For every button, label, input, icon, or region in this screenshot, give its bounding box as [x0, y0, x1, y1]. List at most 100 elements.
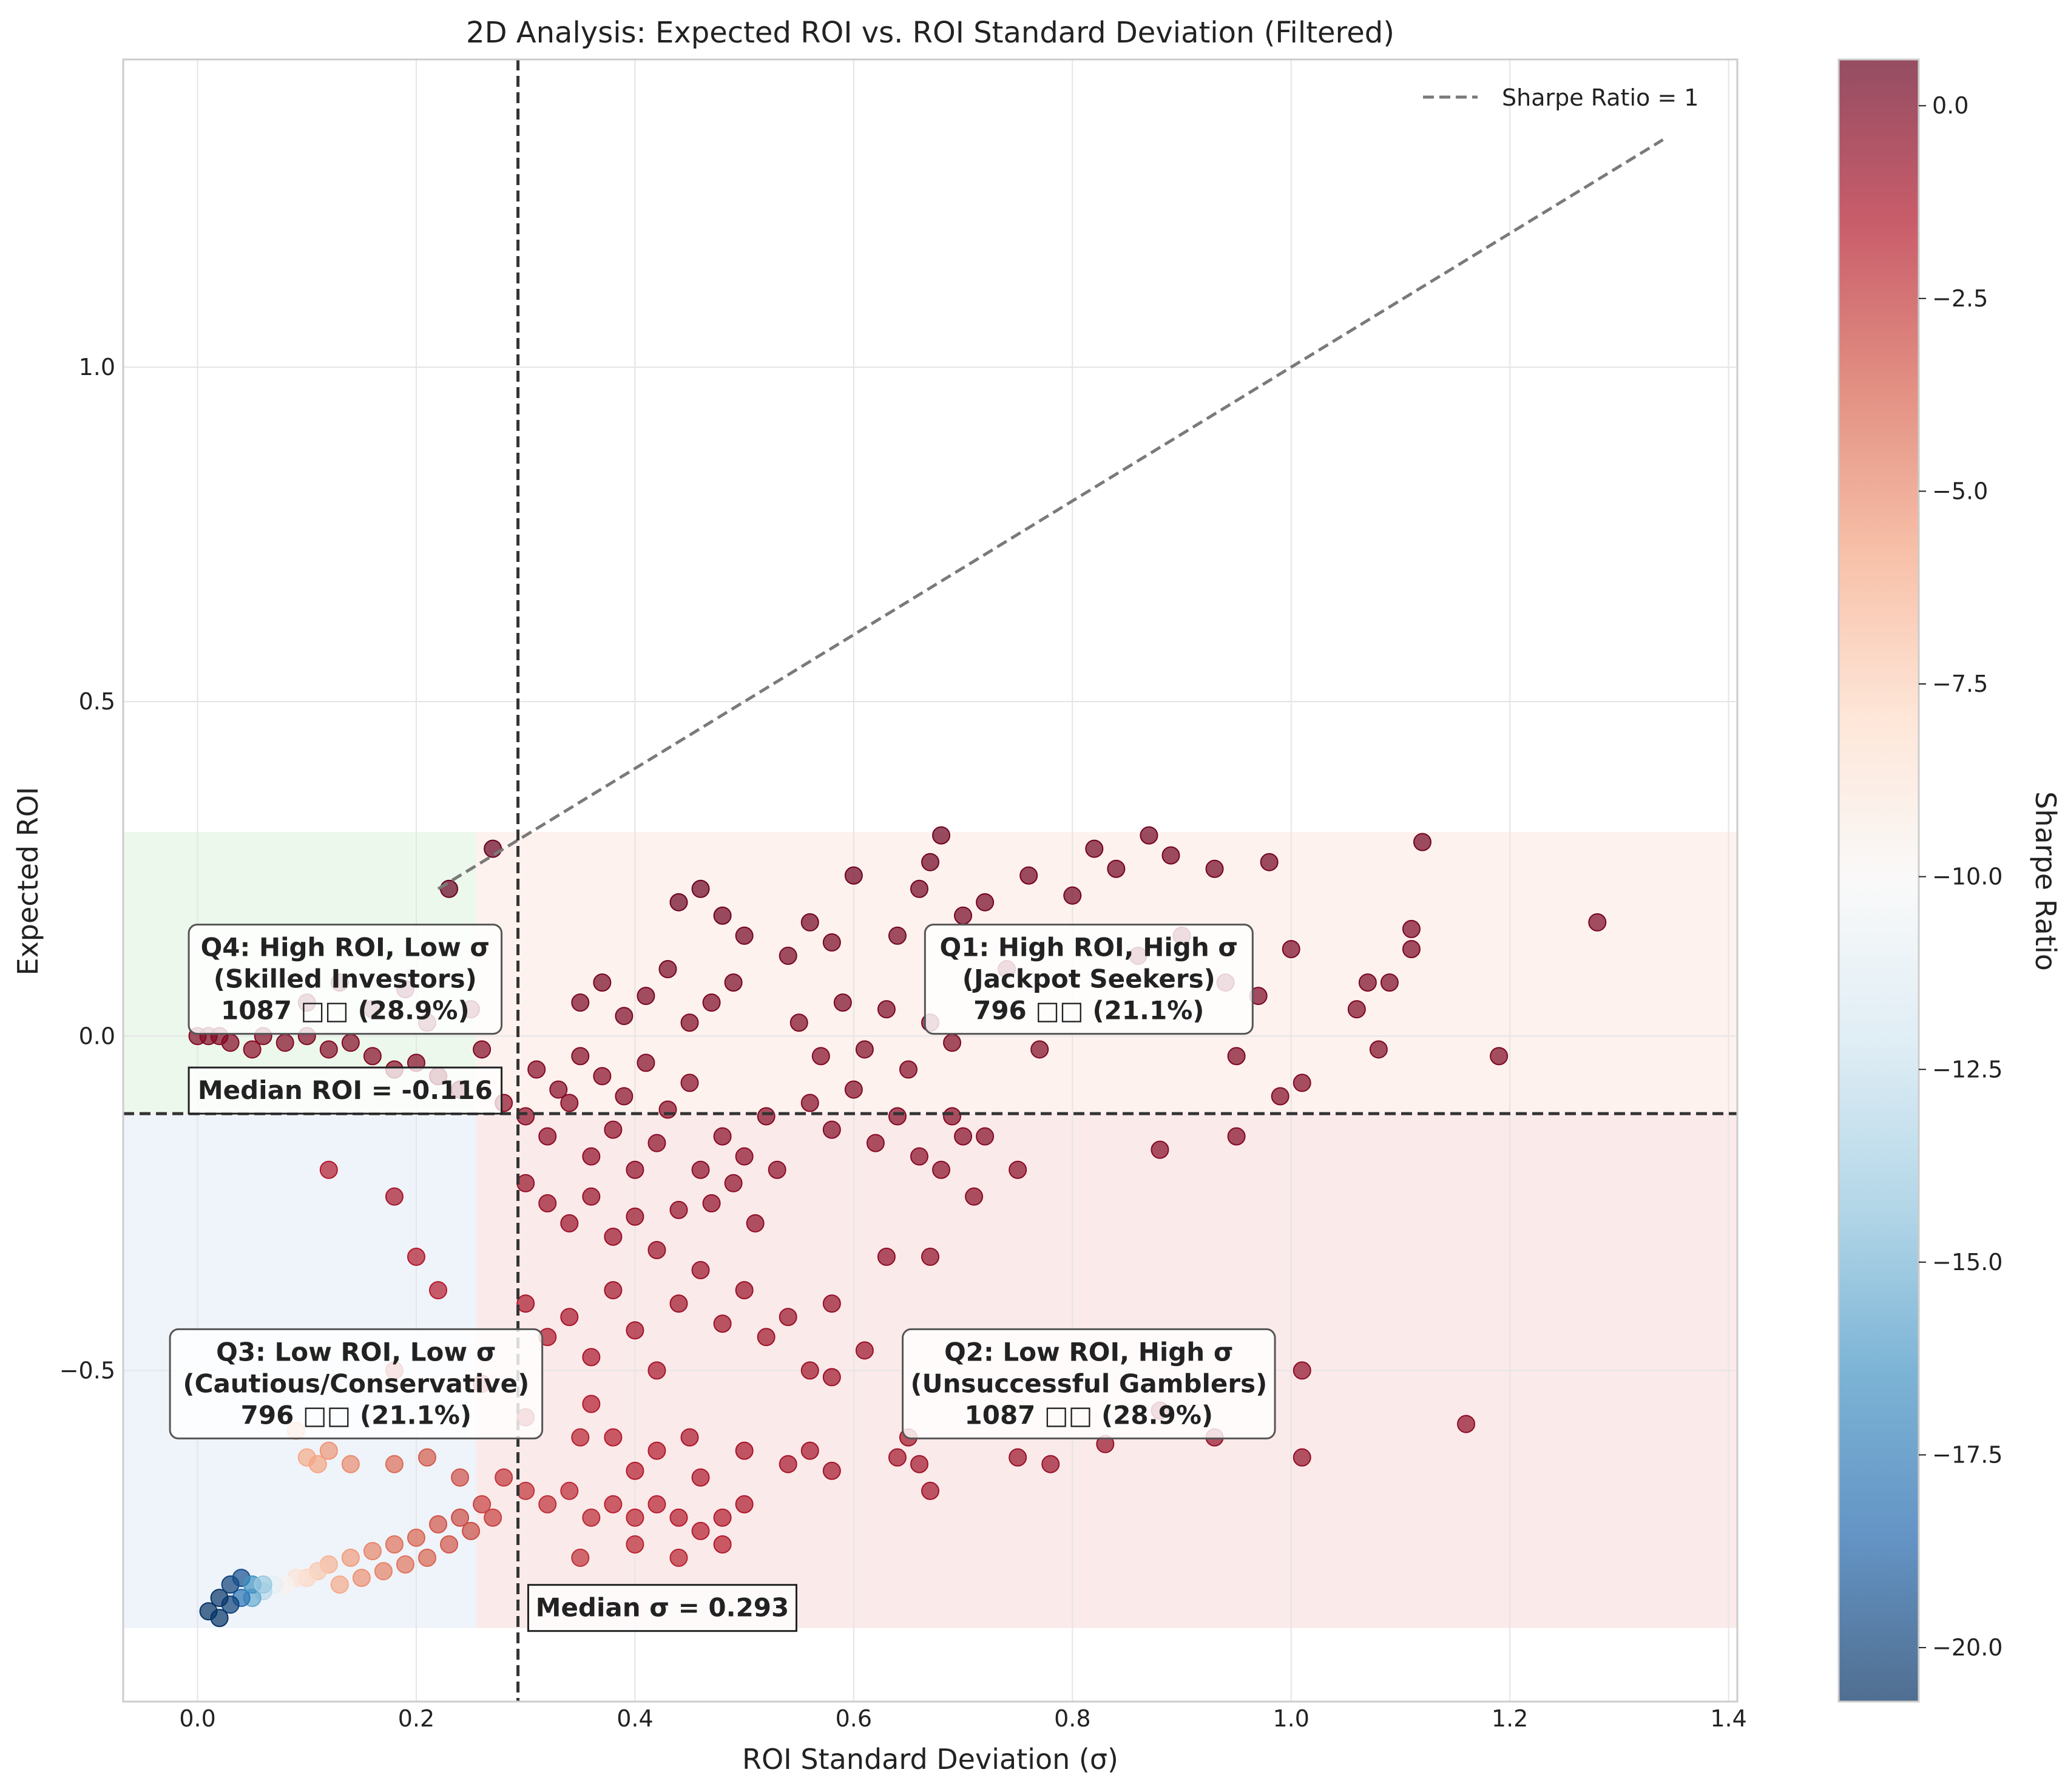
quadrant-label-q3-line: Q3: Low ROI, Low σ — [216, 1337, 496, 1367]
data-point — [637, 1053, 655, 1072]
data-point — [341, 1549, 360, 1567]
data-point — [877, 1000, 896, 1019]
data-point — [724, 973, 743, 992]
data-point — [1358, 973, 1377, 992]
data-point — [352, 1569, 371, 1587]
data-point — [932, 826, 951, 845]
data-point — [1151, 1140, 1169, 1159]
data-point — [582, 1508, 601, 1527]
data-point — [1041, 1455, 1060, 1473]
data-point — [735, 1441, 754, 1460]
data-point — [669, 1508, 688, 1527]
data-point — [1380, 973, 1399, 992]
data-point — [932, 1160, 951, 1179]
data-point — [473, 1495, 492, 1513]
data-points — [188, 826, 1607, 1628]
data-point — [702, 1194, 721, 1212]
data-point — [888, 1448, 907, 1467]
data-point — [462, 1521, 481, 1540]
y-tick-label: 0.5 — [79, 688, 115, 715]
data-point — [374, 1562, 393, 1581]
data-point — [560, 1094, 579, 1112]
sharpe-ratio-line — [437, 138, 1664, 890]
x-tick-label: 0.2 — [398, 1705, 434, 1732]
x-axis-ticks: 0.0 0.2 0.4 0.6 0.8 1.0 1.2 1.4 — [179, 1705, 1746, 1732]
data-point — [943, 1033, 962, 1052]
data-point — [527, 1060, 546, 1079]
data-point — [899, 1060, 918, 1079]
data-point — [680, 1428, 699, 1447]
data-point — [713, 1508, 732, 1527]
data-point — [484, 1508, 502, 1527]
data-point — [691, 879, 710, 898]
data-point — [330, 1575, 349, 1594]
data-point — [626, 1535, 644, 1554]
x-tick-label: 0.6 — [836, 1705, 872, 1732]
data-point — [735, 1495, 754, 1513]
colorbar-tick-label: −7.5 — [1932, 671, 1988, 697]
data-point — [888, 926, 907, 945]
data-point — [669, 893, 688, 911]
quadrant-label-q1-box — [924, 924, 1254, 1035]
data-point — [582, 1348, 601, 1367]
data-point — [418, 1549, 437, 1567]
data-point — [800, 913, 819, 932]
quadrant-label-q4-line: 1087 □□ (28.9%) — [221, 996, 470, 1026]
data-point — [1402, 919, 1421, 938]
data-point — [516, 1294, 535, 1313]
data-point — [516, 1481, 535, 1500]
data-point — [571, 1047, 590, 1066]
data-point — [691, 1468, 710, 1487]
quadrant-label-q3: Q3: Low ROI, Low σ(Cautious/Conservative… — [169, 1328, 544, 1439]
data-point — [385, 1455, 404, 1473]
colorbar-tick-label: −5.0 — [1932, 478, 1988, 504]
data-point — [779, 947, 797, 965]
quadrant-label-q3-box — [169, 1328, 544, 1439]
data-point — [768, 1160, 786, 1179]
legend-label: Sharpe Ratio = 1 — [1502, 84, 1698, 111]
quadrant-label-q4-box — [188, 924, 503, 1035]
data-point — [647, 1134, 666, 1152]
data-point — [363, 1047, 382, 1066]
median-roi-label: Median ROI = -0.116 — [188, 1066, 503, 1115]
data-point — [1205, 859, 1224, 878]
quadrant-label-q2: Q2: Low ROI, High σ(Unsuccessful Gambler… — [902, 1328, 1276, 1439]
data-point — [691, 1160, 710, 1179]
annotations: Q4: High ROI, Low σ(Skilled Investors)10… — [169, 924, 1276, 1632]
data-point — [210, 1609, 229, 1628]
quadrant-label-q4-line: Q4: High ROI, Low σ — [201, 933, 490, 962]
data-point — [647, 1361, 666, 1380]
data-point — [669, 1294, 688, 1313]
median-roi-label-box — [188, 1066, 503, 1115]
data-point — [1009, 1160, 1027, 1179]
data-point — [1019, 866, 1038, 885]
data-point — [647, 1240, 666, 1259]
x-tick-label: 0.8 — [1054, 1705, 1090, 1732]
data-point — [538, 1495, 557, 1513]
y-tick-label: −0.5 — [59, 1357, 115, 1384]
data-point — [604, 1281, 623, 1300]
data-point — [735, 926, 754, 945]
data-point — [910, 879, 928, 898]
data-point — [254, 1575, 272, 1594]
data-point — [1260, 853, 1279, 871]
data-point — [877, 1248, 896, 1266]
data-point — [1293, 1361, 1311, 1380]
data-point — [615, 1007, 634, 1026]
data-point — [800, 1094, 819, 1112]
data-point — [341, 1033, 360, 1052]
data-point — [560, 1481, 579, 1500]
colorbar-tick-label: −15.0 — [1932, 1249, 2002, 1276]
data-point — [582, 1395, 601, 1413]
quadrant-label-q4-line: (Skilled Investors) — [214, 964, 477, 994]
data-point — [1227, 1047, 1246, 1066]
data-point — [844, 1080, 863, 1099]
data-point — [658, 1100, 677, 1119]
data-point — [604, 1495, 623, 1513]
data-point — [1271, 1087, 1289, 1106]
data-point — [593, 1067, 612, 1086]
data-point — [658, 960, 677, 979]
data-point — [626, 1160, 644, 1179]
data-point — [713, 1314, 732, 1333]
data-point — [757, 1107, 776, 1126]
